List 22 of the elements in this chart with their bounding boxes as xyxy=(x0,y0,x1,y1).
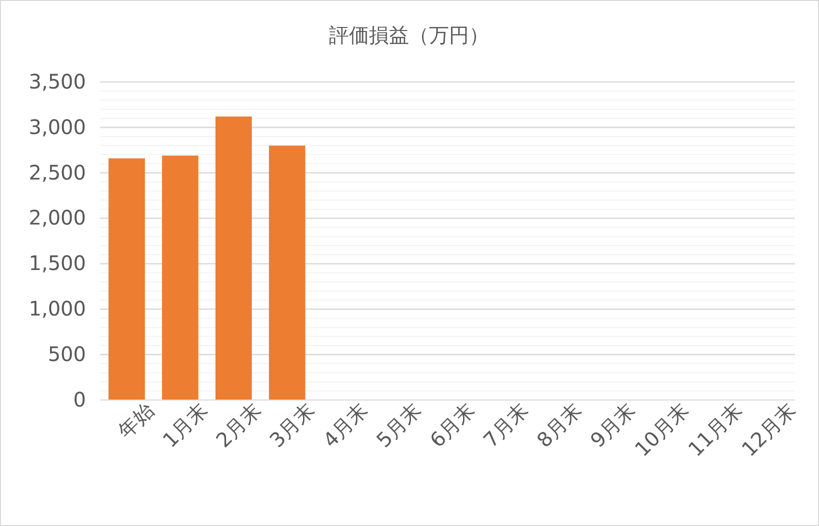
x-tick-label: 8月末 xyxy=(532,398,586,452)
y-tick-label: 1,500 xyxy=(28,251,86,276)
bar xyxy=(268,146,306,400)
bar xyxy=(108,158,145,400)
bar xyxy=(215,116,252,400)
x-tick-label: 1月末 xyxy=(158,398,212,452)
x-tick-label: 4月末 xyxy=(318,398,372,452)
y-tick-label: 2,500 xyxy=(28,160,86,184)
y-tick-label: 1,000 xyxy=(28,296,86,321)
bar xyxy=(162,156,198,400)
x-tick-label: 6月末 xyxy=(425,398,480,452)
chart-title: 評価損益（万円） xyxy=(329,23,489,47)
y-tick-label: 0 xyxy=(73,387,86,412)
x-tick-label: 5月末 xyxy=(372,398,426,452)
x-tick-label: 2月末 xyxy=(211,398,266,452)
x-tick-label: 3月末 xyxy=(264,398,319,452)
y-tick-label: 3,000 xyxy=(28,114,86,139)
x-tick-label: 年始 xyxy=(113,398,159,444)
x-tick-label: 7月末 xyxy=(478,398,533,452)
y-tick-label: 3,500 xyxy=(28,69,86,94)
y-tick-label: 2,000 xyxy=(28,206,86,230)
y-tick-label: 500 xyxy=(48,342,86,366)
